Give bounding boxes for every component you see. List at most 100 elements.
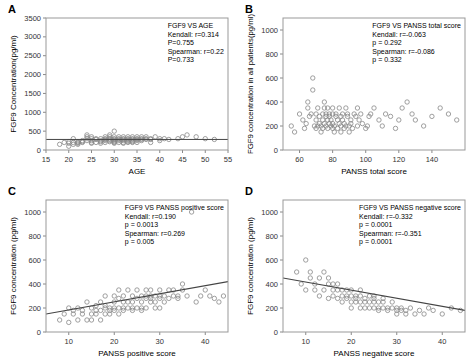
data-group [46,129,228,148]
point [335,296,339,300]
point [103,294,107,298]
y-tick-label: 600 [265,256,278,265]
panel-label: A [8,3,16,15]
point [408,306,412,310]
panel-label: B [245,3,253,15]
y-tick-label: 200 [28,304,41,313]
point [121,294,125,298]
point [98,318,102,322]
y-tick-label: 800 [265,232,278,241]
point [349,306,353,310]
annotation-line: p = 0.005 [125,238,154,246]
frame [283,200,465,332]
point [130,300,134,304]
annotation-line: Spearman: r=-0.351 [359,230,422,238]
point [340,300,344,304]
point [355,124,359,128]
point [108,306,112,310]
point [381,306,385,310]
y-tick-label: 200 [265,304,278,313]
point [350,126,354,130]
point [357,118,361,122]
point [289,124,293,128]
panel: 608010012014002004006008001000FGF9 VS PA… [245,3,465,176]
point [349,294,353,298]
point [130,140,134,144]
point [217,300,221,304]
point [203,136,207,140]
y-tick-label: 200 [265,122,278,131]
point [347,130,351,134]
point [367,306,371,310]
point [62,312,66,316]
y-tick-label: 0 [37,146,41,155]
point [62,140,66,144]
x-tick-label: 20 [65,155,73,164]
point [199,294,203,298]
annotation-line: p = 0.0001 [359,238,392,246]
y-axis-label: FGF9 Concentration(pg/ml) [9,35,18,133]
point [194,135,198,139]
point [376,306,380,310]
annotation: FGF9 VS PANSS negative scoreKendall: r=-… [359,204,461,246]
point [417,308,421,312]
point [112,129,116,133]
point [358,306,362,310]
point [89,135,93,139]
plot-area [283,200,465,332]
point [395,312,399,316]
point [130,140,134,144]
point [404,308,408,312]
point [381,300,385,304]
frame [283,18,465,150]
point [176,294,180,298]
y-tick-label: 2500 [24,51,41,60]
point [153,135,157,139]
figure: 1520253035404550550500100015002000250030… [0,0,474,364]
point [89,312,93,316]
frame [46,18,228,150]
point [390,306,394,310]
point [126,306,130,310]
point [360,121,364,125]
point [349,300,353,304]
y-axis-label: FGF9 concentration (pg/ml) [9,217,18,315]
annotation-line: Kendall: r=-0.063 [372,31,426,38]
panel: 1520253035404550550500100015002000250030… [8,3,232,176]
annotation-line: FGF9 VS PANSS total score [372,22,461,29]
point [297,112,301,116]
point [383,112,387,116]
point [359,112,363,116]
point [302,126,306,130]
point [304,258,308,262]
point [365,124,369,128]
y-tick-label: 1000 [24,208,41,217]
point [112,141,116,145]
point [94,312,98,316]
point [121,308,125,312]
point [308,270,312,274]
point [112,140,116,144]
y-tick-label: 0 [274,328,278,337]
point [117,140,121,144]
point [71,136,75,140]
point [377,118,381,122]
x-tick-label: 140 [426,155,439,164]
point [349,121,353,125]
point [311,88,315,92]
point [57,318,61,322]
point [117,312,121,316]
annotation-line: Spearman: r=0.22 [168,48,224,56]
y-tick-label: 3000 [24,32,41,41]
point [400,106,404,110]
point [103,312,107,316]
point [306,100,310,104]
point [390,300,394,304]
point [108,133,112,137]
point [148,140,152,144]
point [121,141,125,145]
point [304,121,308,125]
trend-line [46,282,228,314]
point [117,306,121,310]
point [85,133,89,137]
